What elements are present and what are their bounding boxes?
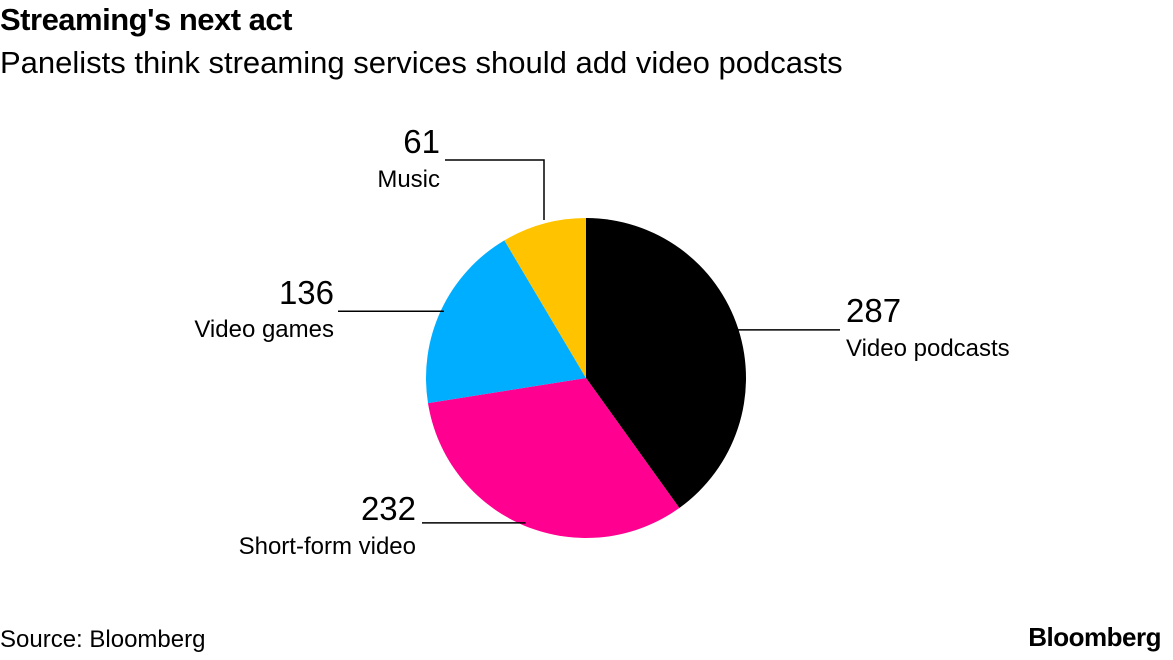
bloomberg-logo: Bloomberg <box>1028 622 1161 652</box>
callout-line-music <box>445 159 545 220</box>
pie-slice-short-form-video <box>427 378 680 539</box>
source-note: Source: Bloomberg <box>0 626 206 653</box>
data-label-category-video-podcasts: Video podcasts <box>846 335 1010 362</box>
pie-slices <box>425 218 747 539</box>
chart-subtitle: Panelists think streaming services shoul… <box>0 45 843 80</box>
data-label-value-short-form-video: 232 <box>361 490 416 527</box>
pie-callouts: 287 Video podcasts 232 Short-form video 136 V… <box>194 123 1009 560</box>
data-label-value-music: 61 <box>403 123 440 160</box>
data-label-category-video-games: Video games <box>194 316 334 343</box>
data-label-value-video-podcasts: 287 <box>846 292 901 329</box>
pie-slice-video-games <box>425 240 586 404</box>
data-label-value-video-games: 136 <box>279 274 334 311</box>
data-label-category-music: Music <box>377 166 440 193</box>
data-label-category-short-form-video: Short-form video <box>239 533 416 560</box>
pie-slice-video-podcasts <box>586 218 747 508</box>
chart-title: Streaming's next act <box>0 2 292 37</box>
pie-slice-music <box>504 218 586 378</box>
